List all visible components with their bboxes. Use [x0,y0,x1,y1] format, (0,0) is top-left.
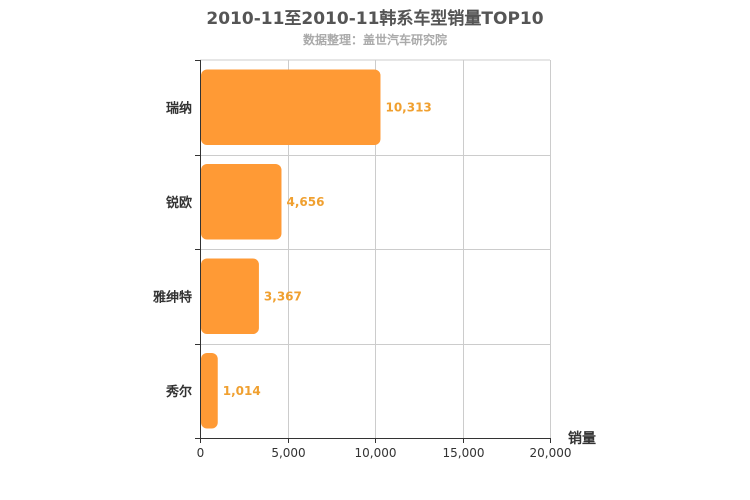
bar [201,69,381,146]
data-label: 3,367 [264,289,302,303]
bar [201,163,282,240]
x-tick-label: 5,000 [271,446,305,460]
category-label: 锐欧 [166,195,192,211]
bar-series [201,69,381,429]
category-label: 秀尔 [165,384,192,400]
axes [195,60,551,443]
data-label: 4,656 [286,195,324,209]
chart-title: 2010-11至2010-11韩系车型销量TOP10 [206,9,544,29]
x-tick-label: 10,000 [355,446,397,460]
data-label: 1,014 [223,384,261,398]
category-label: 瑞纳 [166,100,192,116]
bar [201,352,218,429]
x-tick-label: 15,000 [443,446,485,460]
chart-subtitle: 数据整理：盖世汽车研究院 [302,33,447,47]
labels: 10,313 瑞纳 4,656 锐欧 3,367 雅绅特 1,014 秀尔 0 5,000 10,0… [153,100,572,460]
x-tick-label: 0 [197,446,205,460]
category-label: 雅绅特 [153,289,192,305]
bar [201,258,259,335]
x-axis-title: 销量 [568,430,596,447]
x-tick-label: 20,000 [530,446,572,460]
data-label: 10,313 [385,100,431,114]
